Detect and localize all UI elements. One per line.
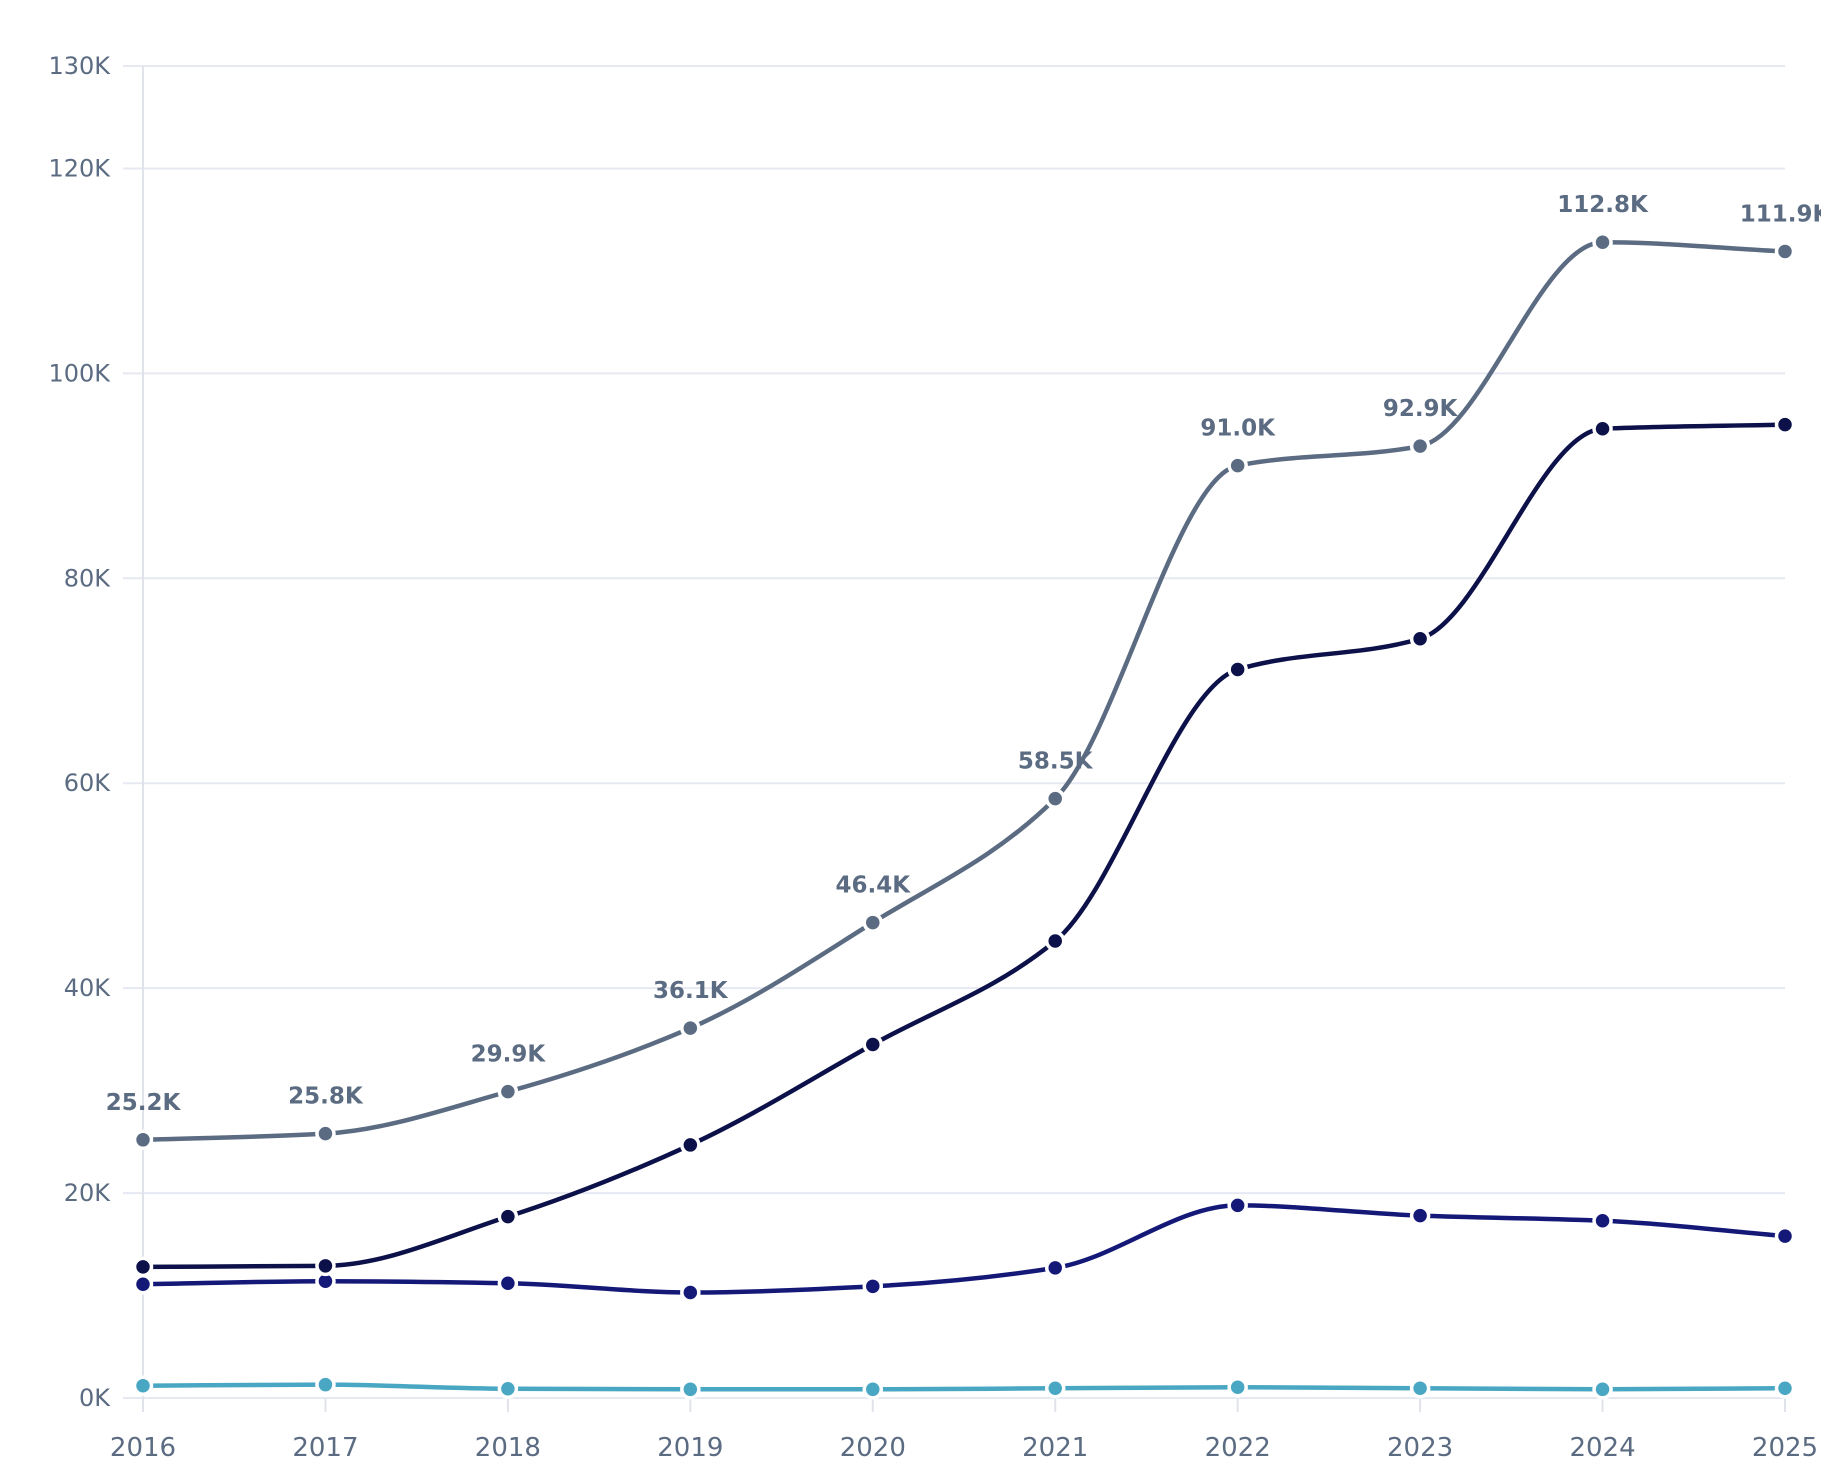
y-tick-label: 120K	[48, 154, 111, 182]
data-point[interactable]	[1774, 414, 1796, 435]
x-tick-label: 2018	[475, 1433, 541, 1463]
data-point[interactable]	[680, 1017, 701, 1039]
data-point[interactable]	[1592, 418, 1613, 439]
series-lines	[132, 231, 1796, 1400]
y-tick-label: 0K	[79, 1384, 111, 1412]
data-point[interactable]	[315, 1255, 336, 1277]
data-point[interactable]	[862, 1034, 884, 1055]
data-point[interactable]	[1774, 1225, 1796, 1247]
x-tick-label: 2020	[840, 1433, 906, 1463]
data-label: 36.1K	[653, 978, 729, 1004]
series-1	[132, 414, 1796, 1278]
data-point[interactable]	[132, 1375, 154, 1396]
data-label: 25.8K	[288, 1084, 364, 1110]
data-point[interactable]	[315, 1123, 336, 1144]
data-labels: 25.2K 25.8K 29.9K 36.1K 46.4K 58.5K 91.0K 92.9K…	[106, 192, 1821, 1116]
y-tick-label: 130K	[48, 52, 111, 80]
data-label: 111.9K	[1740, 201, 1821, 227]
data-point[interactable]	[132, 1256, 154, 1278]
data-point[interactable]	[497, 1272, 519, 1294]
data-point[interactable]	[497, 1206, 519, 1227]
y-tick-label: 100K	[48, 359, 111, 387]
data-point[interactable]	[862, 912, 884, 933]
data-point[interactable]	[1592, 1210, 1613, 1231]
series-line	[140, 239, 1788, 1143]
data-point[interactable]	[1044, 1257, 1066, 1279]
gridlines	[123, 65, 1785, 1399]
x-tick-label: 2024	[1569, 1433, 1635, 1463]
data-point[interactable]	[132, 1274, 154, 1295]
series-line	[140, 1203, 1788, 1295]
series-3	[132, 1374, 1796, 1400]
y-tick-label: 60K	[64, 769, 112, 797]
series-2	[132, 1195, 1796, 1303]
data-point[interactable]	[1409, 628, 1431, 650]
data-label: 46.4K	[835, 873, 911, 899]
data-point[interactable]	[1409, 435, 1431, 457]
data-point[interactable]	[132, 1129, 154, 1151]
series-line	[140, 1382, 1788, 1392]
series-0	[132, 231, 1796, 1151]
data-point[interactable]	[1774, 1378, 1796, 1399]
data-point[interactable]	[1227, 455, 1248, 476]
data-point[interactable]	[1227, 659, 1248, 680]
data-point[interactable]	[1409, 1378, 1431, 1399]
y-tick-label: 20K	[64, 1179, 112, 1207]
data-point[interactable]	[862, 1276, 884, 1297]
data-point[interactable]	[680, 1282, 701, 1303]
y-tick-label: 40K	[64, 974, 112, 1002]
data-label: 58.5K	[1018, 749, 1094, 775]
data-point[interactable]	[680, 1134, 701, 1156]
data-label: 29.9K	[471, 1042, 547, 1068]
x-tick-label: 2021	[1022, 1433, 1088, 1463]
x-tick-label: 2025	[1752, 1433, 1818, 1463]
data-point[interactable]	[1227, 1195, 1248, 1216]
axes: 0K 20K 40K 60K 80K 100K 120K 130K 2016 2017 2018 20…	[48, 52, 1818, 1463]
data-point[interactable]	[1044, 788, 1066, 809]
series-line	[140, 422, 1788, 1270]
data-point[interactable]	[1592, 231, 1613, 253]
x-tick-label: 2019	[657, 1433, 723, 1463]
y-tick-label: 80K	[64, 564, 112, 592]
x-tick-label: 2016	[110, 1433, 176, 1463]
data-point[interactable]	[315, 1374, 336, 1395]
x-tick-label: 2017	[292, 1433, 358, 1463]
data-point[interactable]	[1592, 1379, 1613, 1400]
data-label: 25.2K	[106, 1090, 182, 1116]
data-label: 112.8K	[1557, 192, 1649, 218]
data-point[interactable]	[1227, 1376, 1248, 1398]
data-point[interactable]	[1774, 241, 1796, 262]
data-point[interactable]	[862, 1379, 884, 1400]
x-tick-label: 2023	[1387, 1433, 1453, 1463]
data-point[interactable]	[1044, 930, 1066, 952]
data-label: 92.9K	[1383, 396, 1459, 422]
data-point[interactable]	[497, 1081, 519, 1102]
data-label: 91.0K	[1200, 416, 1276, 442]
data-point[interactable]	[497, 1378, 519, 1400]
data-point[interactable]	[680, 1379, 701, 1400]
data-point[interactable]	[1044, 1378, 1066, 1399]
data-point[interactable]	[1409, 1205, 1431, 1226]
x-tick-label: 2022	[1205, 1433, 1271, 1463]
